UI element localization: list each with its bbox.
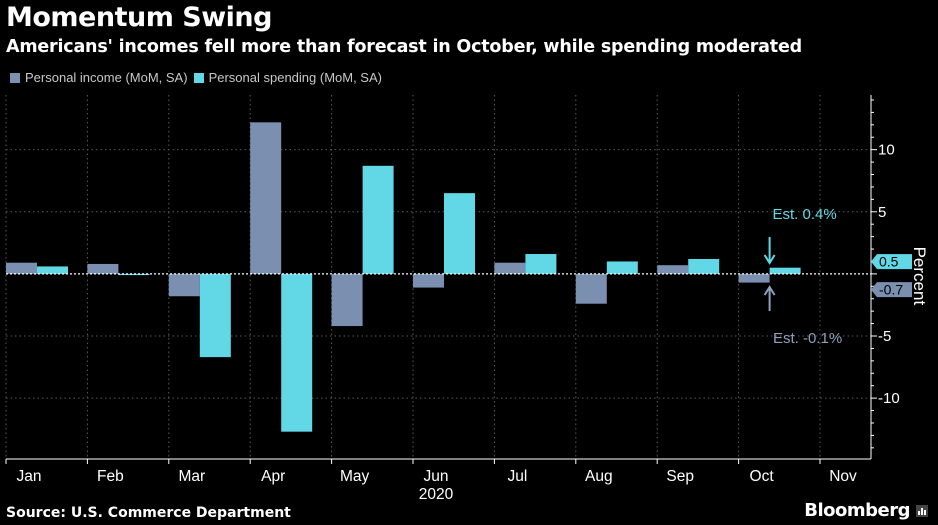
- bar-chart-icon: [916, 505, 928, 517]
- x-year-label: 2020: [419, 486, 454, 503]
- end-label-box: [871, 282, 912, 298]
- x-tick-label: Oct: [750, 468, 775, 485]
- bar-spending-apr: [281, 273, 313, 432]
- y-tick-label: -5: [878, 328, 891, 345]
- legend-label-spending: Personal spending (MoM, SA): [208, 70, 382, 85]
- bar-income-jun: [413, 273, 444, 288]
- legend: Personal income (MoM, SA) Personal spend…: [10, 70, 388, 85]
- bar-income-aug: [575, 273, 607, 304]
- x-tick-label: Mar: [178, 468, 205, 485]
- bar-income-jan: [6, 262, 37, 274]
- x-tick-label: Nov: [829, 468, 857, 485]
- end-label: -0.7: [879, 282, 903, 298]
- legend-swatch-income: [10, 72, 20, 83]
- y-tick-label: -10: [878, 390, 900, 407]
- bar-spending-mar: [199, 273, 231, 358]
- bar-income-feb: [87, 263, 119, 274]
- legend-item-spending: Personal spending (MoM, SA): [193, 70, 382, 85]
- x-tick-label: Feb: [97, 468, 124, 485]
- bar-income-may: [331, 273, 363, 327]
- source-note: Source: U.S. Commerce Department: [6, 505, 291, 521]
- bar-spending-jul: [525, 254, 557, 274]
- bar-income-apr: [250, 122, 282, 274]
- y-tick-label: 10: [878, 142, 895, 159]
- bar-spending-oct: [769, 267, 801, 274]
- x-tick-label: Jun: [424, 468, 449, 485]
- y-tick-label: 5: [878, 204, 886, 221]
- annotation-spending-estimate: Est. 0.4%: [772, 206, 836, 223]
- x-tick-label: Sep: [666, 468, 694, 485]
- arrow-down-icon: [763, 254, 776, 265]
- bar-income-mar: [168, 273, 200, 297]
- x-tick-label: Apr: [261, 468, 285, 485]
- arrow-up-icon: [763, 285, 776, 296]
- x-tick-label: May: [340, 468, 370, 485]
- bar-income-jul: [494, 262, 526, 274]
- x-tick-label: Jul: [507, 468, 527, 485]
- legend-swatch-spending: [193, 72, 204, 83]
- bar-spending-jan: [37, 266, 68, 274]
- end-label: 0.5: [879, 254, 899, 270]
- bar-spending-aug: [606, 261, 638, 274]
- bar-spending-feb: [118, 273, 150, 276]
- x-tick-label: Aug: [585, 468, 613, 485]
- chart-title: Momentum Swing: [6, 2, 272, 33]
- annotation-income-estimate: Est. -0.1%: [773, 330, 842, 347]
- y-axis-label: Percent: [910, 247, 929, 306]
- bar-income-oct: [738, 273, 770, 283]
- x-tick-label: Jan: [17, 468, 42, 485]
- bar-spending-may: [362, 165, 394, 274]
- brand-logo-text: Bloomberg: [804, 500, 910, 521]
- bar-income-sep: [657, 265, 689, 274]
- end-label-box: [871, 254, 912, 270]
- bar-spending-sep: [688, 258, 720, 274]
- legend-label-income: Personal income (MoM, SA): [25, 70, 188, 85]
- chart-subtitle: Americans' incomes fell more than foreca…: [6, 37, 802, 57]
- legend-item-income: Personal income (MoM, SA): [10, 70, 188, 85]
- bar-spending-jun: [444, 193, 475, 274]
